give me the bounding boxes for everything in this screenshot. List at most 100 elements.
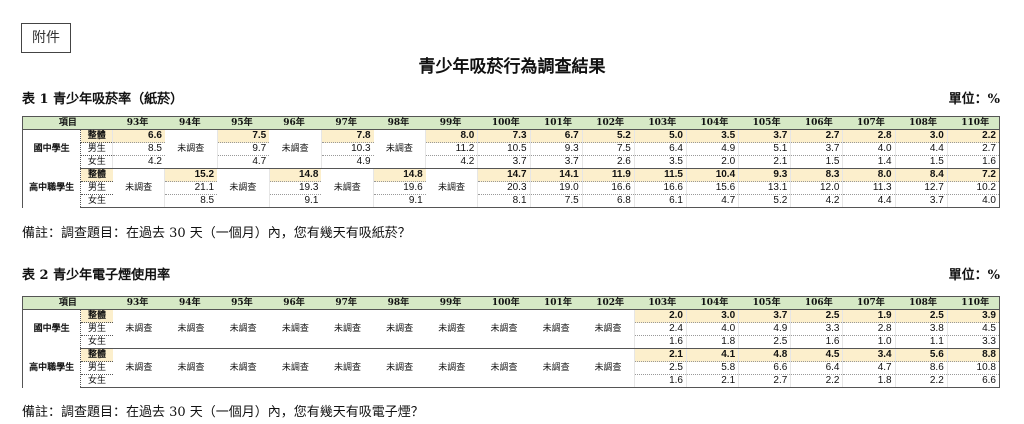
empty-cell bbox=[426, 169, 478, 182]
empty-cell bbox=[373, 374, 426, 388]
empty-cell bbox=[478, 310, 530, 323]
empty-cell bbox=[321, 169, 373, 182]
value-cell: 3.7 bbox=[738, 129, 791, 143]
table2-caption: 表 2 青少年電子煙使用率 bbox=[22, 268, 171, 283]
empty-cell bbox=[164, 374, 218, 388]
table-row: 男生 未調查 21.1 未調查 19.3 未調查 19.6 未調查 20.3 19.0 16.6 16… bbox=[23, 181, 1000, 195]
empty-cell bbox=[269, 335, 322, 349]
year-header: 108年 bbox=[895, 296, 948, 310]
value-cell: 7.2 bbox=[946, 168, 1000, 182]
empty-cell bbox=[112, 335, 165, 349]
empty-cell bbox=[165, 130, 217, 143]
value-cell: 2.5 bbox=[790, 309, 843, 323]
year-header: 96年 bbox=[269, 116, 322, 130]
year-header: 105年 bbox=[738, 296, 791, 310]
sub-label: 整體 bbox=[80, 168, 113, 182]
value-cell: 2.5 bbox=[738, 335, 791, 349]
value-cell: 13.1 bbox=[738, 181, 791, 195]
value-cell: 4.2 bbox=[425, 155, 478, 169]
not-surveyed-cell: 未調查 bbox=[281, 144, 309, 154]
year-header: 94年 bbox=[164, 296, 218, 310]
empty-cell bbox=[217, 169, 269, 182]
value-cell: 3.8 bbox=[894, 322, 948, 336]
empty-cell bbox=[582, 310, 634, 323]
table-row: 女生 8.5 9.1 9.1 8.1 7.5 6.8 6.1 4.7 5.2 4.2 4.4 3.7 4.… bbox=[23, 194, 1000, 208]
value-cell: 2.2 bbox=[946, 129, 1000, 143]
value-cell: 2.0 bbox=[633, 309, 687, 323]
table1-unit: 單位：% bbox=[948, 92, 1000, 107]
empty-cell bbox=[374, 130, 426, 143]
value-cell: 1.6 bbox=[633, 335, 687, 349]
value-cell: 2.6 bbox=[581, 155, 635, 169]
year-header: 101年 bbox=[530, 296, 583, 310]
value-cell: 10.2 bbox=[946, 181, 1000, 195]
empty-cell bbox=[425, 335, 478, 349]
empty-cell bbox=[321, 374, 374, 388]
value-cell: 2.4 bbox=[633, 322, 687, 336]
value-cell: 15.6 bbox=[685, 181, 739, 195]
value-cell: 19.0 bbox=[529, 181, 583, 195]
value-cell: 2.5 bbox=[633, 361, 687, 375]
year-header: 97年 bbox=[321, 116, 374, 130]
value-cell: 4.4 bbox=[842, 194, 896, 208]
empty-cell bbox=[269, 374, 322, 388]
value-cell: 2.1 bbox=[685, 374, 739, 388]
empty-cell bbox=[269, 155, 322, 169]
not-surveyed-cell: 未調查 bbox=[281, 324, 309, 334]
year-header: 99年 bbox=[425, 296, 478, 310]
empty-cell bbox=[582, 335, 635, 349]
empty-cell bbox=[269, 310, 321, 323]
not-surveyed-cell: 未調查 bbox=[333, 363, 361, 373]
not-surveyed-cell: 未調查 bbox=[125, 363, 153, 373]
value-cell: 4.2 bbox=[112, 155, 165, 169]
value-cell: 11.3 bbox=[842, 181, 896, 195]
value-cell: 2.7 bbox=[946, 142, 1000, 156]
value-cell: 5.1 bbox=[738, 142, 791, 156]
page-title: 青少年吸菸行為調查結果 bbox=[418, 57, 606, 77]
value-cell: 4.5 bbox=[790, 348, 843, 362]
sub-label: 整體 bbox=[80, 309, 113, 323]
group-label: 國中學生 bbox=[22, 129, 82, 169]
value-cell: 4.9 bbox=[685, 142, 739, 156]
year-header: 110年 bbox=[947, 296, 1000, 310]
not-surveyed-cell: 未調查 bbox=[490, 363, 518, 373]
not-surveyed-cell: 未調查 bbox=[177, 363, 205, 373]
value-cell: 1.0 bbox=[842, 335, 896, 349]
sub-label: 女生 bbox=[80, 374, 113, 388]
value-cell: 2.7 bbox=[738, 374, 791, 388]
not-surveyed-cell: 未調查 bbox=[542, 324, 570, 334]
group-label: 高中職學生 bbox=[22, 168, 82, 208]
empty-cell bbox=[165, 349, 217, 362]
year-header: 98年 bbox=[373, 296, 426, 310]
table-row: 男生 8.5 未調查 9.7 未調查 10.3 未調查 11.2 10.5 9.3 7.5 6.4 4.… bbox=[23, 142, 1000, 156]
value-cell: 7.8 bbox=[320, 129, 374, 143]
empty-cell bbox=[321, 349, 373, 362]
value-cell: 8.5 bbox=[164, 194, 218, 208]
table2-note: 備註：調查題目：在過去 30 天（一個月）內，您有幾天有吸電子煙？ bbox=[22, 405, 424, 420]
table2-unit: 單位：% bbox=[948, 268, 1000, 283]
value-cell: 3.0 bbox=[685, 309, 739, 323]
empty-cell bbox=[217, 349, 269, 362]
value-cell: 8.5 bbox=[112, 142, 165, 156]
value-cell: 19.6 bbox=[373, 181, 426, 195]
empty-cell bbox=[217, 310, 269, 323]
cigarette-smoking-table: 項目 93年 94年 95年 96年 97年 98年 99年 100年 101年 102年 103年 1… bbox=[22, 116, 1000, 208]
value-cell: 3.3 bbox=[946, 335, 1000, 349]
empty-cell bbox=[530, 349, 582, 362]
value-cell: 2.7 bbox=[790, 129, 843, 143]
value-cell: 8.1 bbox=[477, 194, 531, 208]
not-surveyed-cell: 未調查 bbox=[438, 363, 466, 373]
not-surveyed-cell: 未調查 bbox=[125, 324, 153, 334]
sub-label: 男生 bbox=[80, 181, 113, 195]
empty-cell bbox=[113, 349, 165, 362]
sub-label: 男生 bbox=[80, 322, 113, 336]
year-header: 100年 bbox=[477, 296, 531, 310]
table-row: 女生 4.2 4.7 4.9 4.2 3.7 3.7 2.6 3.5 2.0 2.1 1.5 1.4 1.… bbox=[23, 155, 1000, 169]
value-cell: 7.5 bbox=[529, 194, 583, 208]
table-row: 男生 未調查 未調查 未調查 未調查 未調查 未調查 未調查 未調查 未調查 未調查 2.4 4.0 4.… bbox=[23, 322, 1000, 336]
value-cell: 6.4 bbox=[633, 142, 687, 156]
empty-cell bbox=[165, 310, 217, 323]
value-cell: 1.5 bbox=[894, 155, 948, 169]
value-cell: 4.7 bbox=[216, 155, 270, 169]
